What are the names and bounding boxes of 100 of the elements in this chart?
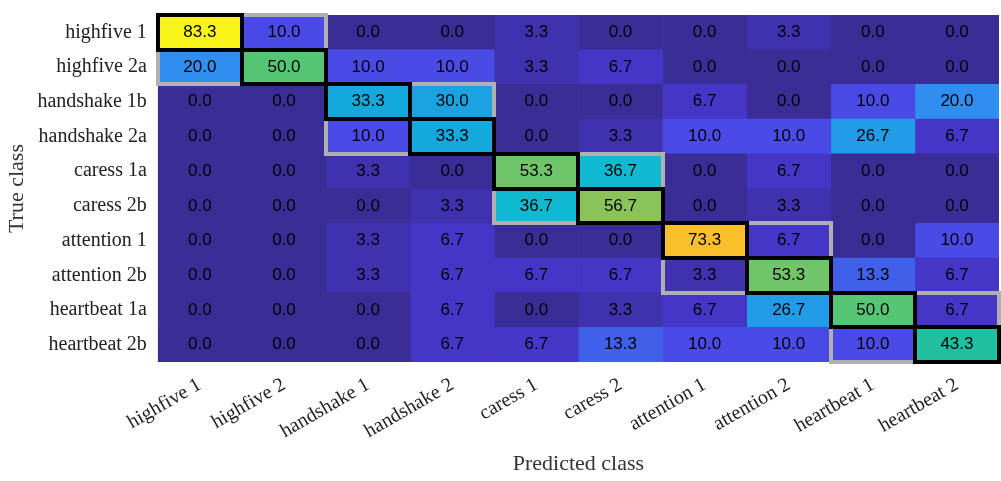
data-label: 50.0 — [856, 299, 890, 319]
data-label: 0.0 — [272, 299, 296, 319]
data-label: 6.7 — [440, 230, 465, 250]
data-label: 0.0 — [776, 91, 801, 111]
data-label: 0.0 — [272, 91, 296, 111]
data-label: 10.0 — [688, 334, 722, 354]
data-label: 0.0 — [272, 230, 296, 250]
data-label: 0.0 — [188, 160, 212, 180]
y-tick-label: caress 1a — [74, 158, 147, 181]
y-tick-label: handshake 2a — [38, 123, 147, 146]
data-label: 6.7 — [692, 299, 717, 319]
data-label: 0.0 — [776, 56, 801, 76]
data-label: 20.0 — [940, 91, 974, 111]
data-label: 10.0 — [435, 56, 469, 76]
data-label: 6.7 — [945, 265, 969, 285]
data-label: 13.3 — [856, 265, 890, 285]
data-label: 53.3 — [772, 265, 806, 285]
data-label: 3.3 — [356, 265, 380, 285]
data-label: 0.0 — [272, 126, 296, 146]
data-label: 0.0 — [692, 56, 717, 76]
data-label: 0.0 — [440, 22, 465, 42]
data-label: 26.7 — [856, 126, 890, 146]
data-label: 0.0 — [272, 265, 296, 285]
data-label: 26.7 — [772, 299, 806, 319]
data-label: 6.7 — [776, 230, 801, 250]
data-label: 0.0 — [356, 195, 380, 215]
data-label: 10.0 — [351, 56, 385, 76]
data-label: 6.7 — [608, 265, 633, 285]
y-tick-label: attention 1 — [61, 227, 147, 250]
x-axis-title: Predicted class — [512, 449, 645, 475]
data-label: 6.7 — [608, 56, 633, 76]
data-label: 0.0 — [188, 299, 212, 319]
data-label: 13.3 — [603, 334, 638, 354]
data-label: 0.0 — [524, 126, 549, 146]
y-tick-label: highfive 2a — [56, 54, 147, 78]
data-label: 0.0 — [524, 230, 549, 250]
data-label: 0.0 — [692, 22, 717, 42]
data-label: 10.0 — [351, 126, 385, 146]
data-label: 20.0 — [183, 56, 217, 76]
data-label: 6.7 — [440, 334, 465, 354]
y-tick-label: heartbeat 1a — [49, 297, 147, 320]
data-label: 10.0 — [772, 334, 806, 354]
data-label: 3.3 — [356, 230, 380, 250]
data-label: 3.3 — [776, 22, 801, 42]
x-tick-label: caress 1 — [474, 372, 541, 424]
data-label: 6.7 — [945, 126, 969, 146]
x-tick-label: caress 2 — [558, 372, 626, 424]
data-label: 30.0 — [435, 91, 469, 111]
data-label: 3.3 — [776, 195, 801, 215]
data-label: 10.0 — [856, 91, 890, 111]
data-label: 0.0 — [861, 56, 885, 76]
data-label: 0.0 — [188, 195, 212, 215]
data-label: 33.3 — [351, 91, 385, 111]
data-label: 3.3 — [608, 299, 633, 319]
y-tick-label: attention 2b — [51, 262, 147, 285]
data-label: 0.0 — [692, 195, 717, 215]
data-label: 10.0 — [940, 230, 974, 250]
data-label: 0.0 — [188, 126, 212, 146]
data-label: 0.0 — [356, 334, 380, 354]
y-axis-title: True class — [2, 144, 28, 234]
data-label: 6.7 — [440, 265, 465, 285]
data-label: 33.3 — [435, 126, 469, 146]
data-label: 56.7 — [603, 195, 638, 215]
data-label: 83.3 — [183, 22, 217, 42]
data-label: 0.0 — [945, 22, 969, 42]
data-label: 0.0 — [188, 230, 212, 250]
data-label: 50.0 — [267, 56, 301, 76]
data-label: 36.7 — [603, 160, 638, 180]
data-label: 3.3 — [356, 160, 380, 180]
data-label: 0.0 — [608, 22, 633, 42]
data-label: 0.0 — [861, 22, 885, 42]
data-label: 0.0 — [861, 230, 885, 250]
data-label: 73.3 — [688, 230, 722, 250]
data-label: 0.0 — [861, 195, 885, 215]
data-label: 43.3 — [940, 334, 974, 354]
data-label: 3.3 — [692, 265, 717, 285]
data-label: 0.0 — [188, 334, 212, 354]
data-label: 0.0 — [861, 160, 885, 180]
data-label: 3.3 — [440, 195, 465, 215]
data-label: 0.0 — [945, 195, 969, 215]
data-label: 10.0 — [856, 334, 890, 354]
data-label: 0.0 — [524, 299, 549, 319]
data-label: 3.3 — [608, 126, 633, 146]
data-label: 6.7 — [524, 334, 549, 354]
y-tick-label: handshake 1b — [37, 89, 147, 112]
data-label: 10.0 — [772, 126, 806, 146]
data-label: 0.0 — [945, 56, 969, 76]
data-label: 6.7 — [440, 299, 465, 319]
data-label: 0.0 — [608, 91, 633, 111]
y-tick-label: caress 2b — [72, 193, 147, 216]
data-label: 6.7 — [524, 265, 549, 285]
data-label: 0.0 — [356, 22, 380, 42]
data-label: 0.0 — [272, 160, 296, 180]
data-label: 53.3 — [519, 160, 553, 180]
data-label: 0.0 — [272, 195, 296, 215]
data-label: 3.3 — [524, 56, 549, 76]
data-label: 0.0 — [945, 160, 969, 180]
data-label: 0.0 — [524, 91, 549, 111]
data-label: 0.0 — [692, 160, 717, 180]
data-label: 10.0 — [688, 126, 722, 146]
